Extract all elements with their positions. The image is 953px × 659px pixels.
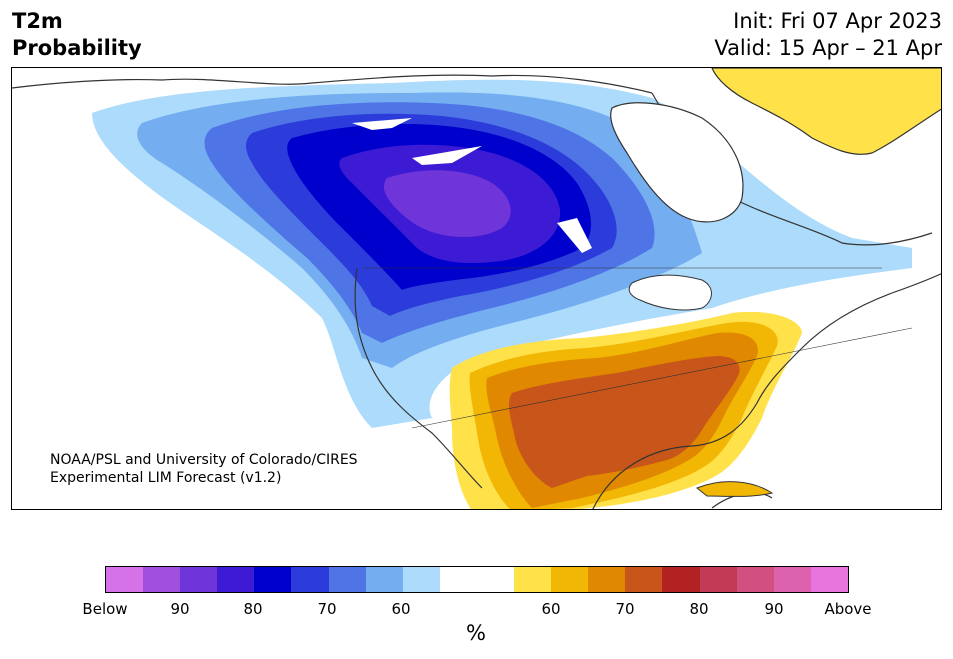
greenland bbox=[711, 68, 941, 155]
colorbar-swatch bbox=[773, 567, 811, 592]
above-70-contour bbox=[508, 356, 740, 488]
colorbar-tick-label: 80 bbox=[689, 600, 709, 618]
colorbar-swatch bbox=[254, 567, 292, 592]
colorbar-swatch bbox=[514, 567, 552, 592]
colorbar-tick-label: Below bbox=[82, 600, 128, 618]
credit-line-2: Experimental LIM Forecast (v1.2) bbox=[50, 470, 282, 486]
great-bear-lake bbox=[352, 118, 412, 130]
colorbar-swatch bbox=[439, 567, 477, 592]
colorbar-swatch bbox=[106, 567, 144, 592]
date-block: Init: Fri 07 Apr 2023 Valid: 15 Apr – 21… bbox=[714, 8, 942, 62]
colorbar-swatch bbox=[476, 567, 515, 592]
credit-text: NOAA/PSL and University of Colorado/CIRE… bbox=[50, 451, 358, 487]
colorbar-tick-label: 90 bbox=[170, 600, 190, 618]
colorbar-tick-label: 60 bbox=[391, 600, 411, 618]
title-block: T2m Probability bbox=[12, 8, 142, 62]
colorbar-swatch bbox=[328, 567, 366, 592]
hudson-bay bbox=[610, 102, 744, 223]
colorbar-swatch bbox=[810, 567, 848, 592]
colorbar-swatch bbox=[551, 567, 589, 592]
colorbar-swatch bbox=[662, 567, 700, 592]
lake-winnipeg bbox=[557, 218, 592, 253]
product-title: Probability bbox=[12, 36, 142, 60]
colorbar-tick-label: Above bbox=[824, 600, 872, 618]
colorbar-swatch bbox=[588, 567, 626, 592]
colorbar-swatch bbox=[217, 567, 255, 592]
colorbar-tick-label: 80 bbox=[243, 600, 263, 618]
colorbar-tick-label: 90 bbox=[764, 600, 784, 618]
cuba bbox=[696, 481, 774, 497]
colorbar bbox=[105, 566, 849, 593]
variable-title: T2m bbox=[12, 9, 63, 33]
colorbar-tick-label: 70 bbox=[615, 600, 635, 618]
colorbar-swatch bbox=[736, 567, 774, 592]
colorbar-tick-label: 70 bbox=[317, 600, 337, 618]
forecast-map: NOAA/PSL and University of Colorado/CIRE… bbox=[11, 67, 942, 510]
colorbar-swatch bbox=[365, 567, 403, 592]
credit-line-1: NOAA/PSL and University of Colorado/CIRE… bbox=[50, 452, 358, 468]
below-peak-contour bbox=[384, 170, 511, 237]
init-date: Init: Fri 07 Apr 2023 bbox=[733, 9, 942, 33]
colorbar-swatch bbox=[143, 567, 181, 592]
great-slave-lake bbox=[412, 146, 482, 165]
valid-dates: Valid: 15 Apr – 21 Apr bbox=[714, 36, 942, 60]
colorbar-swatch bbox=[291, 567, 329, 592]
colorbar-swatch bbox=[402, 567, 440, 592]
great-lakes bbox=[628, 274, 712, 311]
colorbar-swatch bbox=[625, 567, 663, 592]
colorbar-swatch bbox=[180, 567, 218, 592]
colorbar-swatch bbox=[699, 567, 737, 592]
coastlines bbox=[12, 74, 941, 509]
map-canvas bbox=[12, 68, 941, 509]
colorbar-unit: % bbox=[466, 621, 486, 645]
colorbar-tick-label: 60 bbox=[541, 600, 561, 618]
